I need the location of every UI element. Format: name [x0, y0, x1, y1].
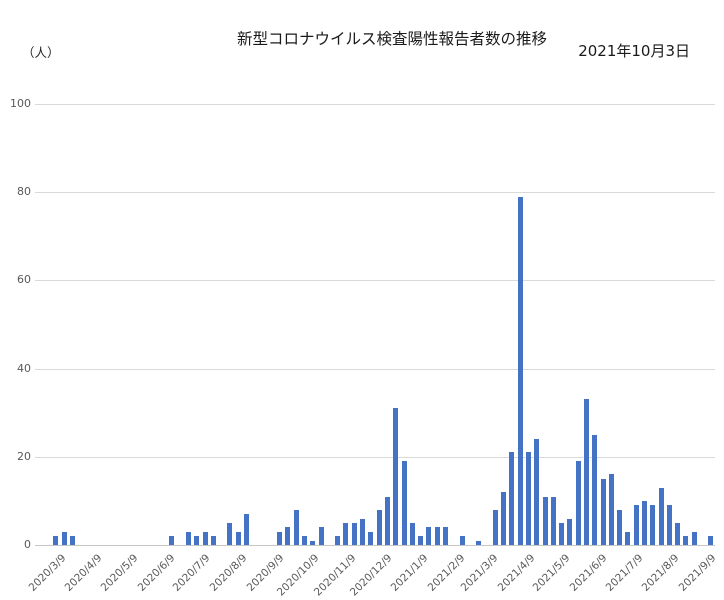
x-axis-tick-label: 2020/5/9	[98, 552, 141, 594]
y-axis-tick-label: 20	[17, 449, 31, 463]
bar-week-37	[360, 518, 366, 545]
gridline-y-60	[35, 280, 715, 282]
bar-week-19	[210, 536, 216, 545]
bar-week-0	[53, 536, 59, 545]
gridline-y-40	[35, 368, 715, 370]
gridline-y-20	[35, 456, 715, 458]
bar-week-27	[277, 531, 283, 545]
bar-week-21	[227, 522, 233, 545]
bar-week-60	[550, 496, 556, 545]
bar-week-30	[302, 536, 307, 545]
bar-week-22	[235, 531, 241, 545]
bar-week-39	[376, 509, 382, 545]
bar-week-45	[426, 527, 432, 545]
bar-week-53	[492, 509, 498, 545]
bar-week-55	[509, 452, 515, 545]
bar-week-79	[708, 536, 714, 545]
bar-week-42	[401, 461, 407, 545]
bar-week-73	[658, 487, 664, 545]
x-axis-tick-label: 2020/6/9	[135, 552, 178, 594]
bar-week-54	[501, 492, 507, 545]
bar-week-32	[318, 527, 324, 545]
bar-week-41	[393, 408, 399, 545]
bar-week-29	[293, 509, 299, 545]
bar-week-18	[202, 531, 208, 545]
bar-week-40	[384, 496, 390, 545]
bar-week-38	[368, 531, 374, 545]
bar-week-43	[409, 522, 415, 545]
bar-week-47	[442, 527, 448, 545]
gridline-y-0	[35, 545, 715, 546]
bar-week-58	[534, 439, 540, 545]
bar-week-72	[650, 505, 656, 545]
bar-week-68	[617, 509, 623, 545]
bar-week-71	[642, 500, 647, 545]
as-of-date-label: 2021年10月3日	[578, 42, 690, 60]
bar-week-59	[542, 496, 548, 545]
bar-week-57	[525, 452, 531, 545]
x-axis-tick-label: 2021/7/9	[603, 552, 646, 594]
bar-week-64	[583, 399, 589, 545]
x-axis-tick-label: 2021/5/9	[531, 552, 573, 594]
bar-week-65	[592, 434, 598, 545]
bar-week-74	[666, 505, 672, 545]
bar-week-17	[194, 536, 200, 545]
bar-week-56	[517, 196, 523, 545]
bar-week-44	[418, 536, 424, 545]
bar-week-67	[608, 474, 614, 545]
bar-week-23	[243, 514, 249, 545]
bar-week-34	[335, 536, 341, 545]
y-axis-tick-label: 60	[17, 273, 31, 287]
bar-week-63	[575, 461, 581, 545]
bar-week-36	[351, 522, 357, 545]
bar-week-69	[625, 531, 631, 545]
chart-title: 新型コロナウイルス検査陽性報告者数の推移	[236, 30, 547, 48]
y-axis-tick-label: 40	[17, 361, 31, 375]
x-axis-tick-label: 2021/8/9	[640, 552, 682, 594]
x-axis-labels: 2020/3/9 2020/4/9 2020/5/9 2020/6/9 2020/7/9…	[26, 546, 718, 600]
x-axis-tick-label: 2020/3/9	[26, 552, 69, 594]
y-axis-tick-label: 0	[24, 538, 31, 551]
bar-week-77	[691, 531, 697, 545]
plot-area: 0 20 40 60 80 100	[10, 98, 715, 551]
x-axis-tick-label: 2021/1/9	[388, 552, 431, 594]
bar-week-70	[633, 505, 639, 545]
bar-week-76	[683, 536, 689, 545]
bar-week-14	[169, 536, 175, 545]
gridline-y-80	[35, 192, 715, 194]
bar-week-62	[567, 518, 573, 545]
bar-week-28	[285, 527, 291, 545]
x-axis-tick-label: 2020/4/9	[63, 552, 105, 594]
y-axis-unit-label: （人）	[22, 45, 60, 60]
y-axis-tick-label: 80	[17, 185, 31, 199]
bar-week-31	[310, 540, 316, 545]
bar-week-46	[434, 527, 440, 545]
bar-week-2	[69, 536, 75, 545]
gridline-y-100	[35, 104, 715, 105]
bar-week-51	[476, 540, 482, 545]
x-axis-tick-label: 2021/6/9	[567, 552, 610, 594]
bar-week-75	[675, 522, 681, 545]
x-axis-tick-label: 2021/9/9	[676, 552, 719, 594]
x-axis-tick-label: 2020/7/9	[170, 552, 213, 594]
bar-week-49	[459, 536, 465, 545]
x-axis-tick-label: 2021/4/9	[495, 552, 538, 594]
bar-week-66	[600, 478, 606, 545]
bar-week-61	[559, 522, 565, 545]
y-axis-tick-label: 100	[10, 97, 31, 110]
x-axis-tick-label: 2020/8/9	[207, 552, 250, 594]
bar-week-35	[343, 522, 349, 545]
bar-week-1	[61, 531, 67, 545]
bar-week-16	[185, 531, 191, 545]
